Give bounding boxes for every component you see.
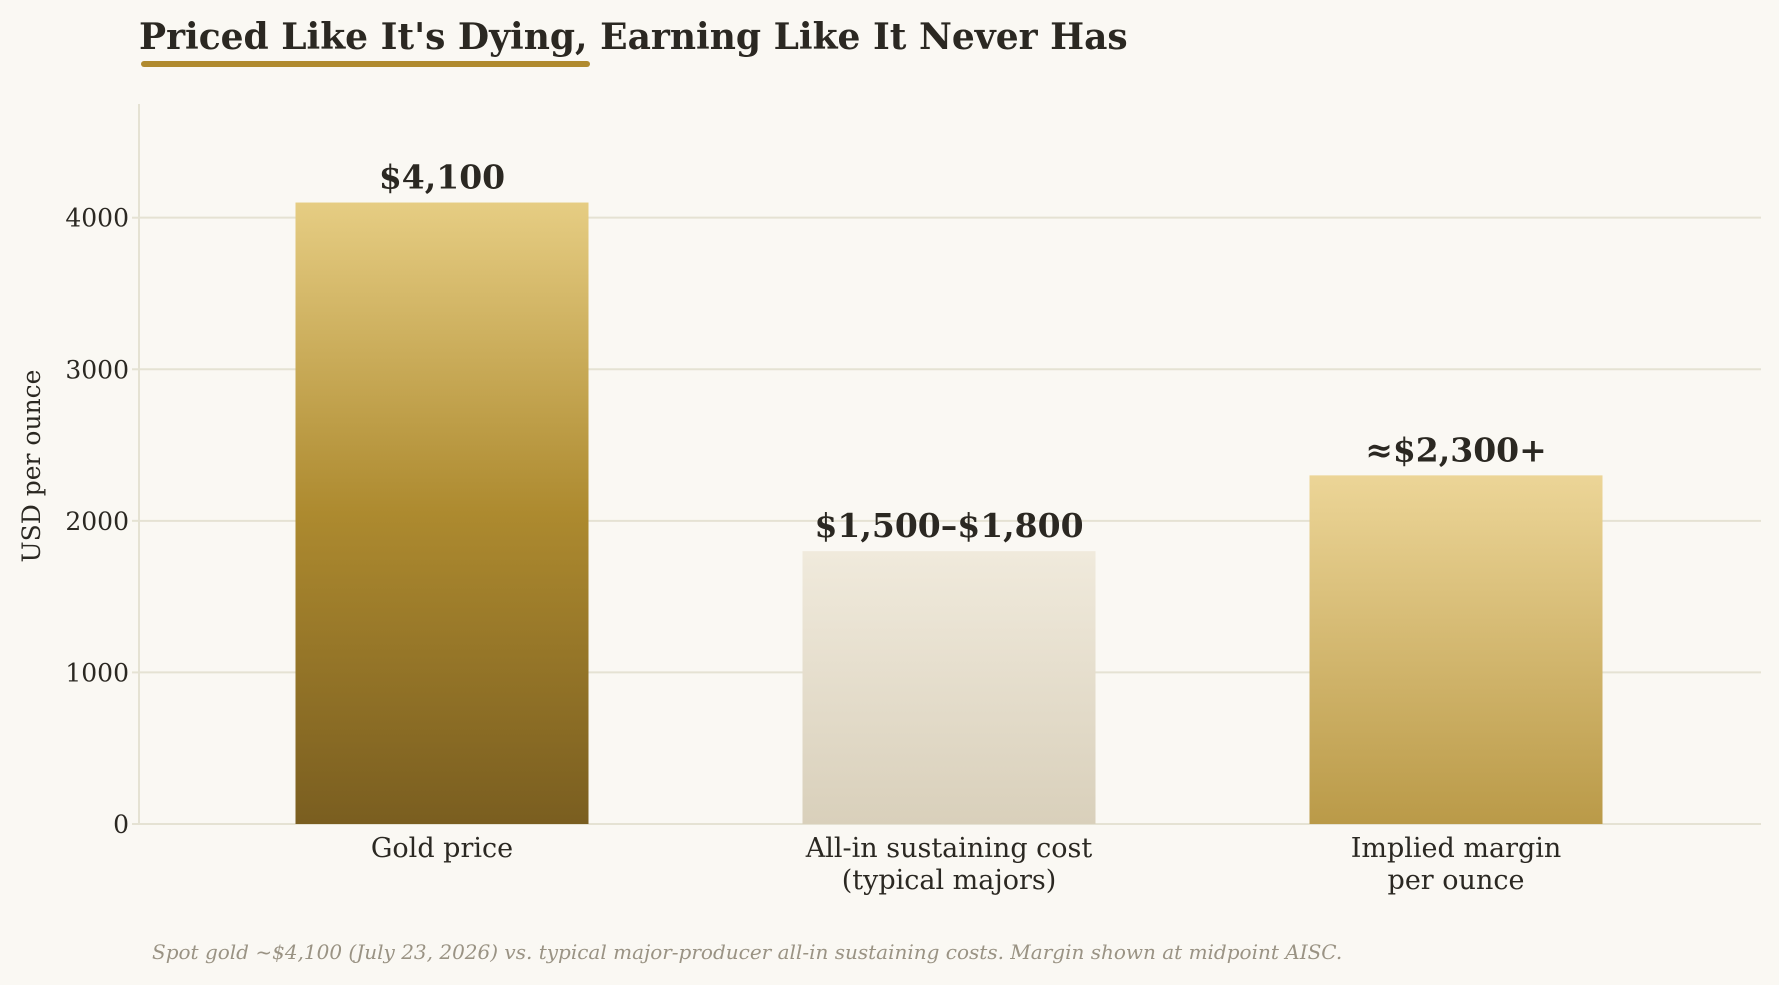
data-labels: $4,100 $1,500–$1,800 ≈$2,300+ — [379, 158, 1547, 546]
data-label-3: ≈$2,300+ — [1365, 430, 1547, 469]
x-tick-label-2: All-in sustaining cost (typical majors) — [805, 833, 1093, 896]
chart-title: Priced Like It's Dying, Earning Like It … — [139, 16, 1128, 58]
bar-3 — [1309, 475, 1603, 824]
x-tick-label-line: per ounce — [1388, 865, 1525, 896]
y-tick-label: 2000 — [65, 507, 129, 536]
bars — [295, 202, 1603, 825]
data-label-1: $4,100 — [379, 158, 505, 197]
y-tick-label: 4000 — [65, 204, 129, 233]
y-axis-label: USD per ounce — [17, 370, 46, 563]
bar-2 — [802, 551, 1096, 824]
title-underline — [141, 61, 590, 67]
x-tick-label-line: All-in sustaining cost — [805, 833, 1093, 864]
x-tick-label-line: Gold price — [371, 833, 513, 864]
bar-1 — [295, 202, 589, 825]
footnote: Spot gold ~$4,100 (July 23, 2026) vs. ty… — [152, 940, 1342, 964]
x-tick-label-3: Implied margin per ounce — [1351, 833, 1562, 896]
x-tick-label-line: (typical majors) — [842, 865, 1057, 896]
y-tick-label: 0 — [113, 810, 129, 839]
x-tick-label-1: Gold price — [371, 833, 513, 864]
y-tick-labels: 0 1000 2000 3000 4000 — [65, 204, 129, 839]
y-tick-label: 1000 — [65, 658, 129, 687]
data-label-2: $1,500–$1,800 — [814, 506, 1083, 545]
y-tick-label: 3000 — [65, 355, 129, 384]
x-tick-label-line: Implied margin — [1351, 833, 1562, 864]
x-tick-labels: Gold price All-in sustaining cost (typical… — [371, 833, 1561, 896]
